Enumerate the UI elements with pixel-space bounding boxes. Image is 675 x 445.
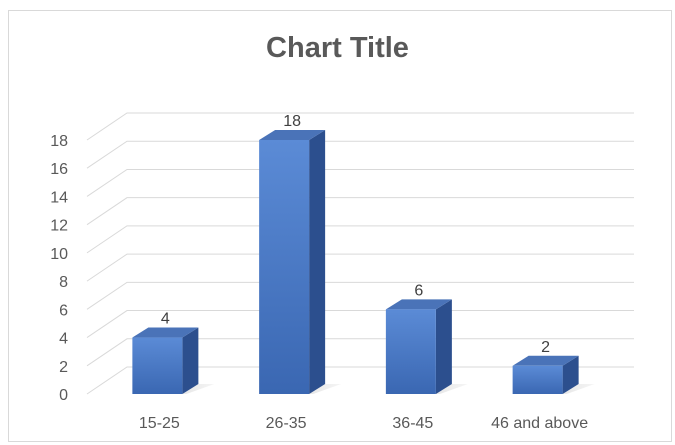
y-tick-label: 8	[59, 274, 68, 291]
y-tick-label: 10	[50, 246, 68, 263]
gridline	[86, 281, 634, 310]
gridline	[86, 310, 634, 338]
y-tick-label: 14	[50, 189, 68, 206]
x-tick-label: 36-45	[392, 415, 433, 432]
x-tick-label: 26-35	[266, 415, 307, 432]
data-label: 2	[541, 339, 550, 356]
bars	[132, 130, 595, 394]
bar-side	[562, 355, 579, 394]
data-label: 6	[414, 282, 423, 299]
gridline	[86, 338, 634, 367]
bar-top	[512, 355, 579, 366]
y-tick-label: 4	[59, 331, 68, 348]
bar-side	[309, 130, 326, 394]
bar-top	[259, 130, 326, 140]
gridline	[86, 253, 634, 282]
gridlines	[86, 112, 634, 395]
bar-top	[132, 327, 199, 338]
bar	[132, 337, 183, 394]
gridline	[86, 225, 634, 254]
bar-top	[385, 299, 452, 310]
gridline	[86, 140, 634, 169]
y-tick-label: 6	[59, 302, 68, 319]
chart-title: Chart Title	[266, 32, 409, 64]
labels: 4 15-25 18 26-35 6 36-45 2 46 and above	[139, 113, 588, 432]
y-axis: 0 2 4 6 8 10 12 14 16 18	[50, 133, 68, 404]
x-tick-label: 15-25	[139, 415, 180, 432]
gridline	[86, 197, 634, 226]
y-tick-label: 16	[50, 161, 68, 178]
data-label: 4	[161, 311, 170, 328]
y-tick-label: 0	[59, 387, 68, 404]
x-tick-label: 46 and above	[491, 415, 588, 432]
bar	[259, 140, 310, 394]
bar-side	[435, 299, 452, 394]
bar-side	[182, 327, 199, 394]
bar	[512, 365, 563, 394]
y-tick-label: 2	[59, 359, 68, 376]
y-tick-label: 12	[50, 218, 68, 235]
gridline	[86, 168, 634, 197]
bar	[385, 309, 436, 394]
gridline	[86, 366, 634, 395]
data-label: 18	[283, 113, 301, 130]
gridline	[86, 112, 634, 141]
y-tick-label: 18	[50, 133, 68, 150]
